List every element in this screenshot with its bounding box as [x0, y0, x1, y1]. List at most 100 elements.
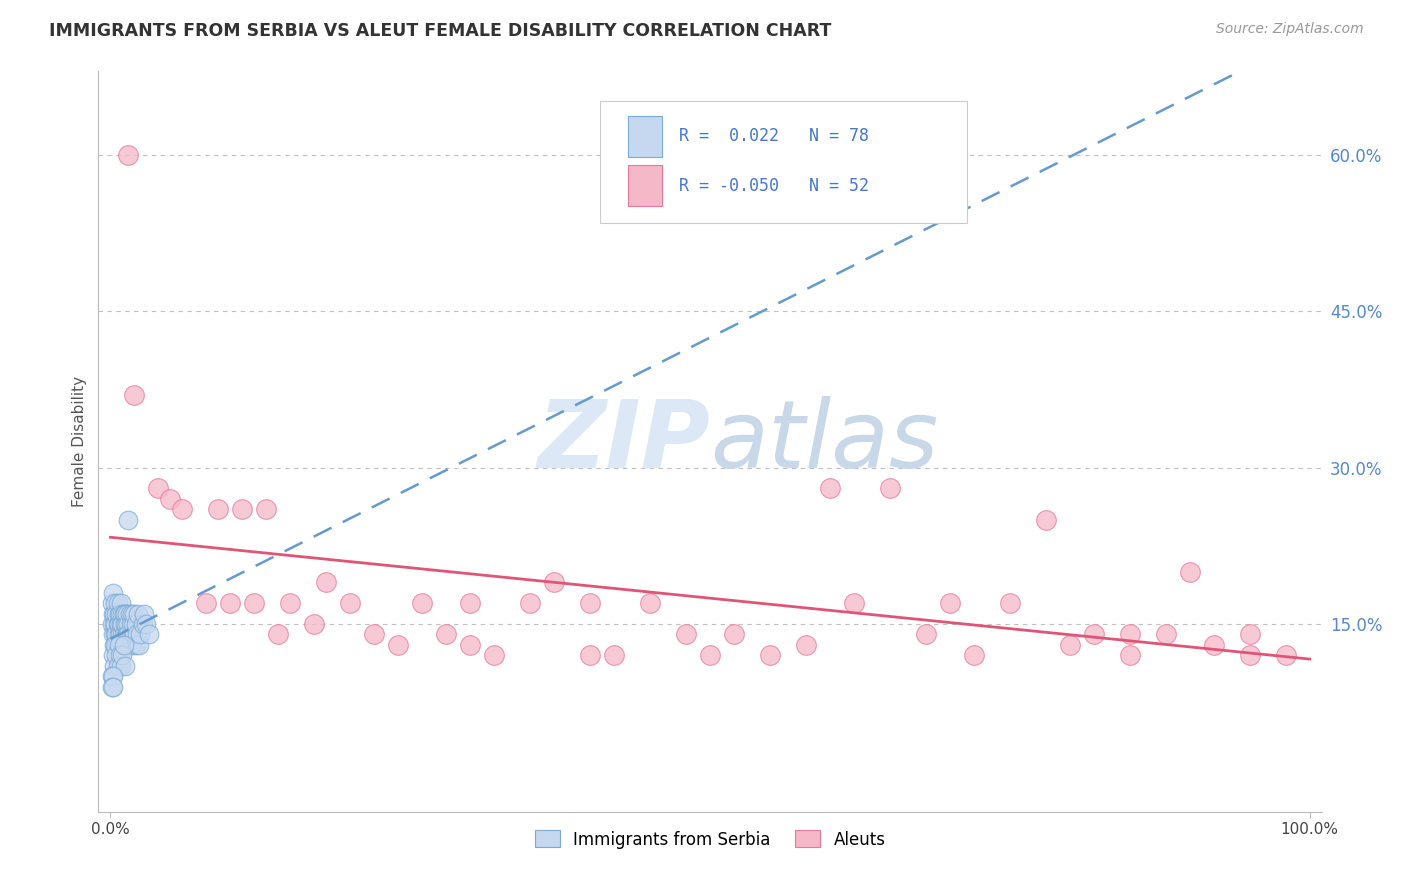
- Point: [1119, 627, 1142, 641]
- Point: [108, 638, 129, 652]
- Point: [699, 648, 721, 663]
- Point: [127, 607, 149, 621]
- Point: [124, 387, 146, 401]
- Point: [107, 658, 129, 673]
- Point: [304, 617, 326, 632]
- Point: [1239, 648, 1261, 663]
- Point: [110, 617, 132, 632]
- Text: IMMIGRANTS FROM SERBIA VS ALEUT FEMALE DISABILITY CORRELATION CHART: IMMIGRANTS FROM SERBIA VS ALEUT FEMALE D…: [49, 22, 831, 40]
- Point: [117, 627, 139, 641]
- Point: [172, 502, 194, 516]
- Point: [121, 607, 143, 621]
- Point: [111, 627, 134, 641]
- Point: [105, 627, 128, 641]
- Point: [458, 596, 481, 610]
- Point: [207, 502, 229, 516]
- Point: [124, 617, 146, 632]
- Point: [100, 669, 122, 683]
- Point: [1274, 648, 1296, 663]
- Point: [723, 627, 745, 641]
- Point: [108, 638, 131, 652]
- Point: [112, 638, 135, 652]
- Point: [1239, 627, 1261, 641]
- Point: [114, 658, 136, 673]
- Point: [519, 596, 541, 610]
- Point: [315, 575, 337, 590]
- Point: [915, 627, 938, 641]
- Point: [579, 648, 602, 663]
- Point: [100, 617, 122, 632]
- Point: [879, 482, 901, 496]
- Point: [117, 617, 139, 632]
- Point: [129, 627, 152, 641]
- Point: [118, 607, 141, 621]
- Point: [112, 638, 135, 652]
- Point: [963, 648, 986, 663]
- Point: [115, 617, 138, 632]
- Point: [1202, 638, 1225, 652]
- Point: [101, 669, 124, 683]
- Point: [115, 607, 138, 621]
- Point: [128, 638, 150, 652]
- Point: [603, 648, 626, 663]
- Point: [108, 627, 129, 641]
- Point: [759, 648, 782, 663]
- Text: Source: ZipAtlas.com: Source: ZipAtlas.com: [1216, 22, 1364, 37]
- Point: [387, 638, 409, 652]
- Text: R =  0.022   N = 78: R = 0.022 N = 78: [679, 128, 869, 145]
- Point: [104, 627, 127, 641]
- Point: [219, 596, 242, 610]
- Point: [195, 596, 218, 610]
- Bar: [628, 116, 662, 156]
- Point: [794, 638, 817, 652]
- Point: [122, 627, 145, 641]
- Point: [482, 648, 505, 663]
- Point: [411, 596, 433, 610]
- Point: [339, 596, 361, 610]
- Point: [122, 617, 145, 632]
- Point: [112, 607, 135, 621]
- Point: [100, 596, 122, 610]
- Point: [103, 658, 125, 673]
- Point: [998, 596, 1021, 610]
- Point: [675, 627, 697, 641]
- Text: ZIP: ZIP: [537, 395, 710, 488]
- Point: [120, 617, 142, 632]
- Point: [118, 638, 141, 652]
- Point: [101, 648, 124, 663]
- Bar: [628, 165, 662, 206]
- Point: [125, 627, 148, 641]
- Point: [1178, 565, 1201, 579]
- Point: [267, 627, 290, 641]
- Point: [104, 596, 127, 610]
- Point: [117, 513, 139, 527]
- Legend: Immigrants from Serbia, Aleuts: Immigrants from Serbia, Aleuts: [527, 823, 893, 855]
- Point: [101, 627, 124, 641]
- Point: [159, 491, 181, 506]
- Point: [434, 627, 457, 641]
- Point: [114, 617, 136, 632]
- Point: [111, 607, 134, 621]
- Point: [104, 617, 127, 632]
- Point: [458, 638, 481, 652]
- Point: [103, 607, 125, 621]
- Point: [101, 586, 124, 600]
- Point: [1035, 513, 1057, 527]
- FancyBboxPatch shape: [600, 101, 967, 223]
- Point: [111, 648, 134, 663]
- Point: [104, 638, 127, 652]
- Point: [243, 596, 266, 610]
- Point: [124, 627, 146, 641]
- Point: [363, 627, 385, 641]
- Point: [101, 607, 124, 621]
- Point: [114, 638, 136, 652]
- Point: [103, 638, 125, 652]
- Point: [1059, 638, 1081, 652]
- Point: [112, 627, 135, 641]
- Y-axis label: Female Disability: Female Disability: [72, 376, 87, 508]
- Point: [110, 638, 132, 652]
- Point: [1154, 627, 1177, 641]
- Point: [108, 617, 129, 632]
- Point: [115, 627, 138, 641]
- Point: [110, 658, 132, 673]
